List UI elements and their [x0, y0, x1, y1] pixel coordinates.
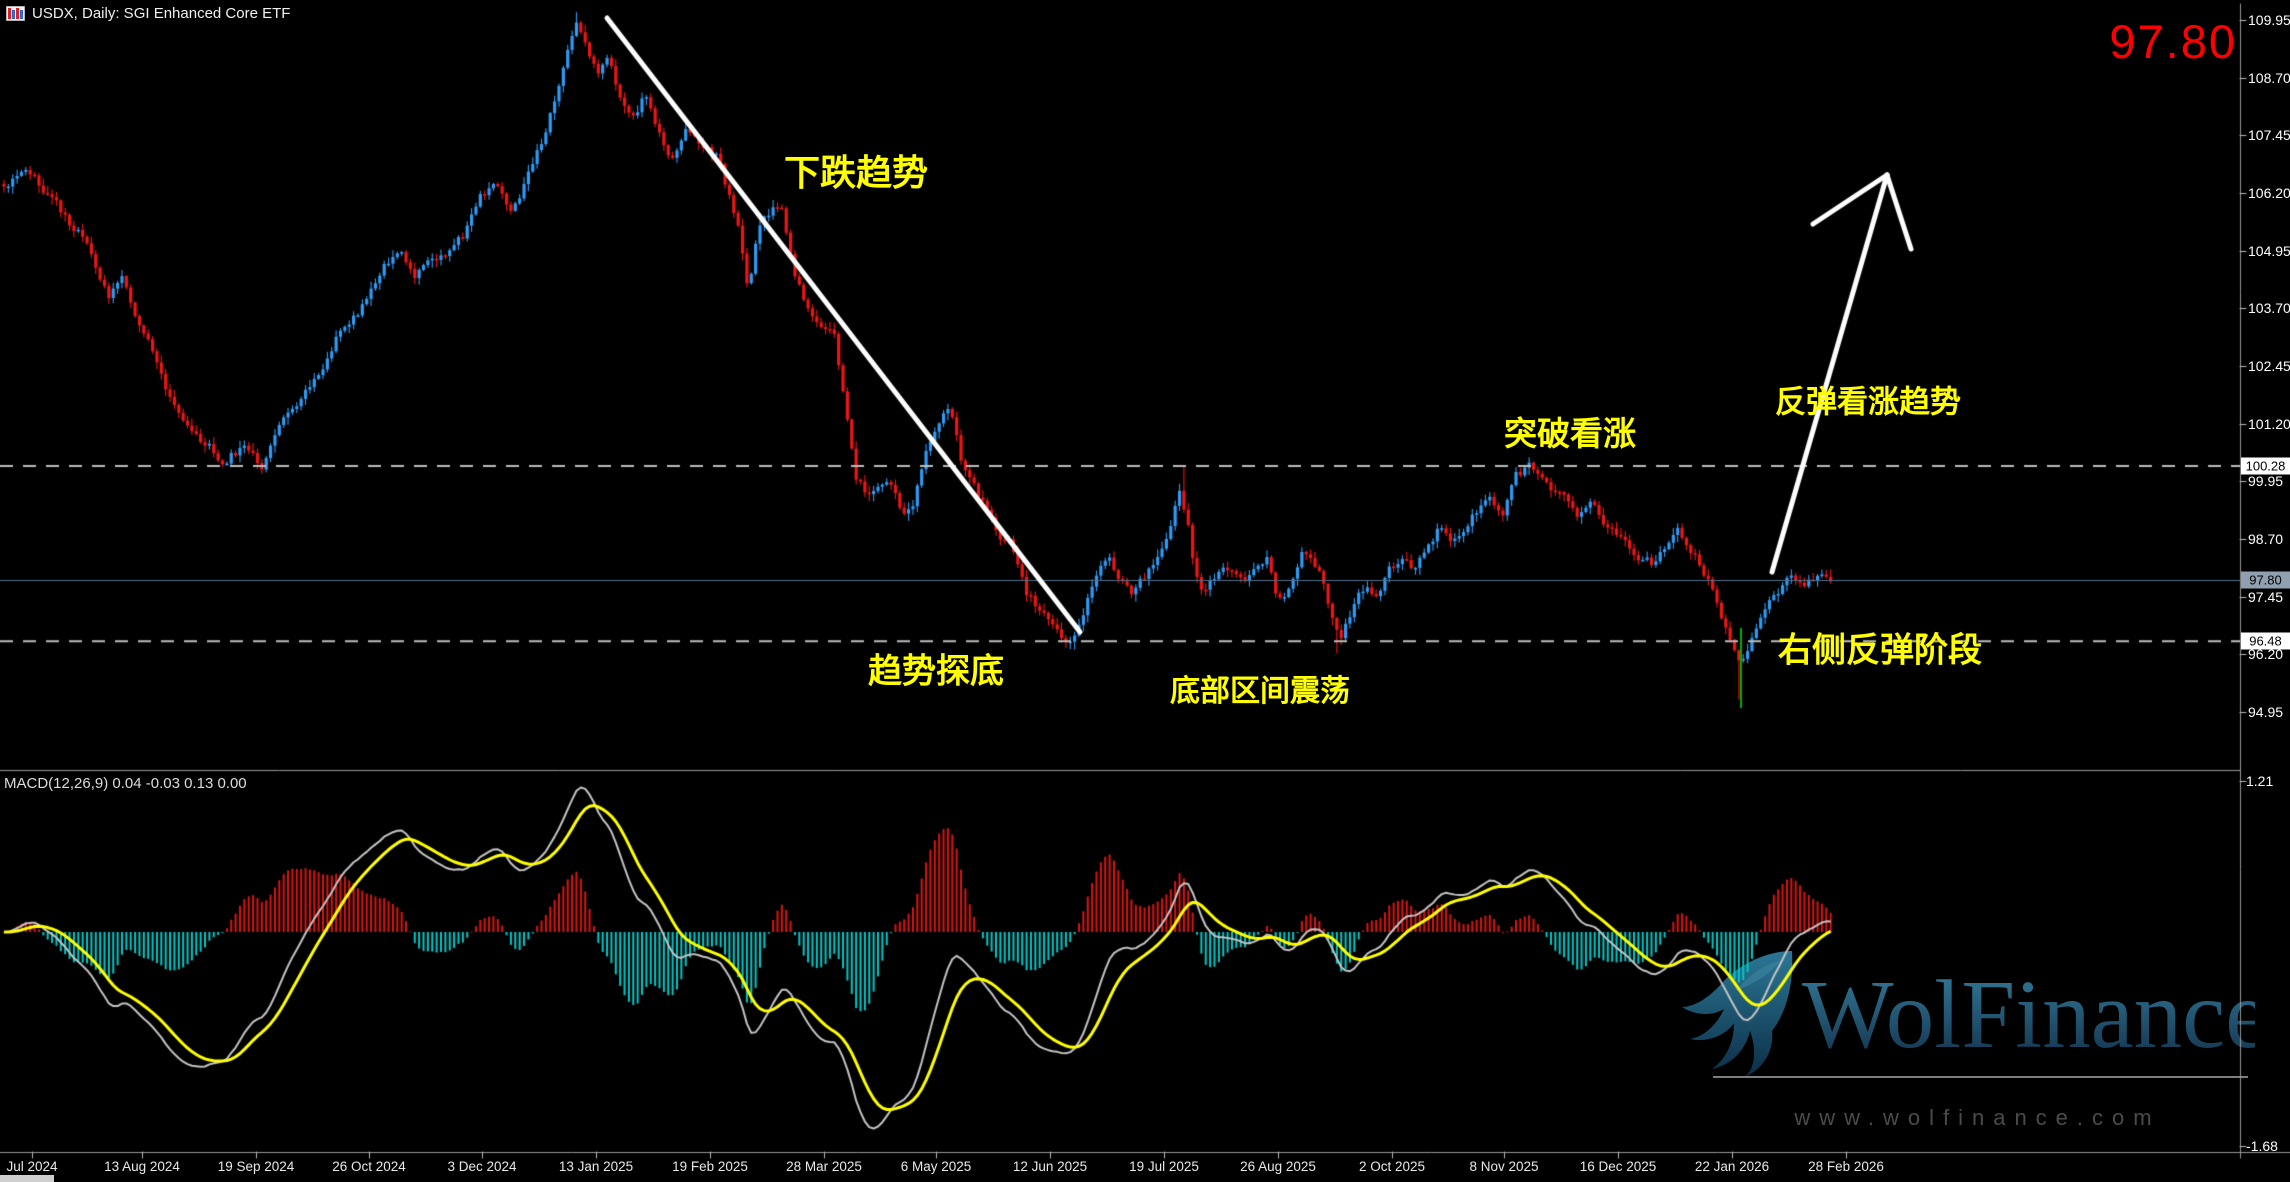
scrollbar-chip[interactable]: [0, 1175, 54, 1182]
candlestick-chart-icon: [6, 6, 25, 21]
current-price-readout: 97.80: [2109, 15, 2237, 68]
chart-title: USDX, Daily: SGI Enhanced Core ETF: [32, 5, 291, 22]
chart-title-bar: USDX, Daily: SGI Enhanced Core ETF: [6, 5, 290, 22]
macd-indicator-label: MACD(12,26,9) 0.04 -0.03 0.13 0.00: [4, 775, 247, 792]
